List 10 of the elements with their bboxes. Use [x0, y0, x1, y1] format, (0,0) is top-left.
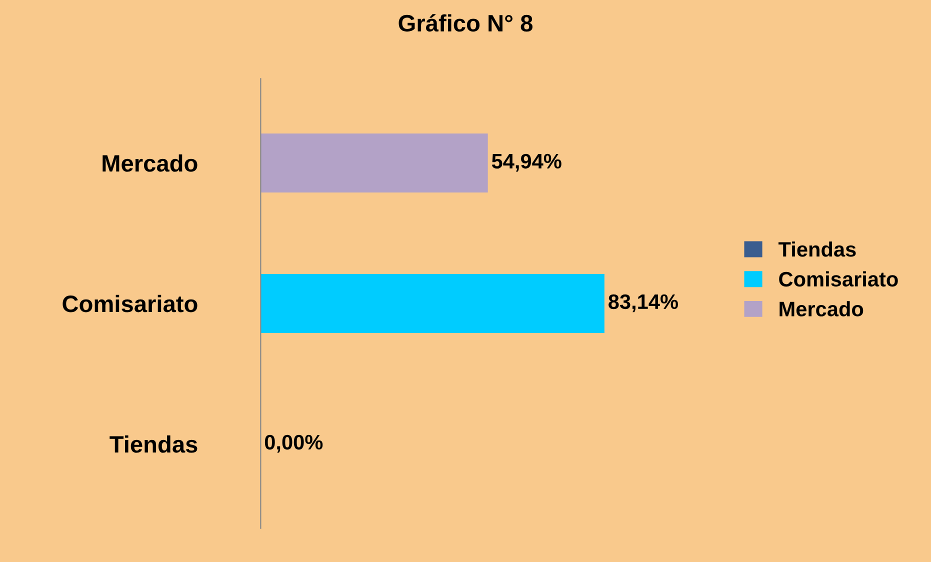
y-tick-label: Mercado	[102, 154, 198, 172]
legend-label: Mercado	[780, 301, 864, 316]
legend-label: Comisariato	[779, 271, 898, 287]
data-label: 54,94%	[492, 154, 562, 172]
data-label: 0,00%	[264, 434, 323, 453]
legend-label: Tiendas	[778, 241, 856, 257]
y-tick-label: Comisariato	[62, 294, 198, 312]
chart-title: Gráfico N° 8	[398, 14, 532, 32]
data-label: 83,14%	[608, 294, 678, 312]
y-tick-label: Tiendas	[110, 435, 198, 453]
